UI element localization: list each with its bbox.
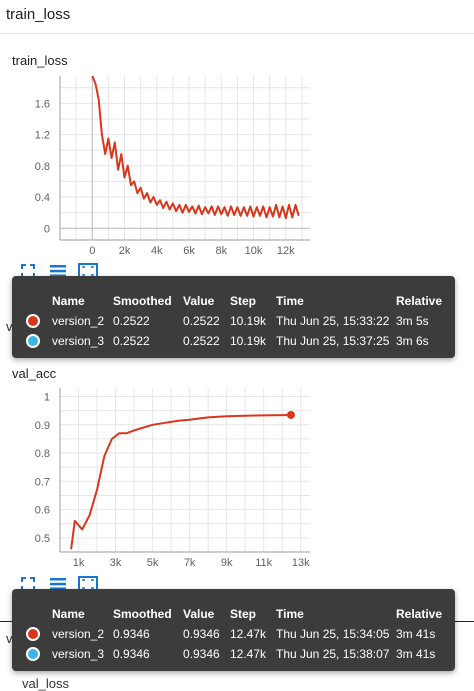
tooltip-header-row: Name Smoothed Value Step Time Relative — [12, 605, 455, 625]
x-tick-label: 6k — [183, 245, 195, 257]
y-tick-label: 0.9 — [35, 420, 50, 432]
tooltip-step: 12.47k — [230, 627, 267, 641]
tooltip-step: 12.47k — [230, 647, 267, 661]
tooltip-header-name: Name — [52, 607, 85, 621]
tooltip-time: Thu Jun 25, 15:34:05 — [276, 627, 390, 641]
tooltip-time: Thu Jun 25, 15:38:07 — [276, 647, 390, 661]
toggle-log-scale-icon[interactable] — [48, 576, 68, 592]
toggle-log-scale-icon[interactable] — [48, 263, 68, 279]
tooltip-relative: 3m 41s — [396, 627, 436, 641]
grid — [59, 388, 310, 553]
tooltip-smoothed: 0.9346 — [113, 647, 150, 661]
tooltip-smoothed: 0.2522 — [113, 334, 150, 348]
y-tick-label: 1.2 — [35, 130, 50, 142]
chart-title: val_acc — [12, 366, 57, 381]
tooltip-value: 0.2522 — [183, 334, 220, 348]
series-swatch-icon — [26, 334, 40, 348]
x-tick-label: 10k — [245, 245, 263, 257]
tooltip-header-smoothed: Smoothed — [113, 607, 172, 621]
tooltip-relative: 3m 5s — [396, 314, 429, 328]
tooltip-row: version_2 0.2522 0.2522 10.19k Thu Jun 2… — [12, 312, 455, 332]
y-tick-label: 0.8 — [35, 161, 50, 173]
tooltip-header-step: Step — [230, 294, 257, 308]
series-swatch-icon — [26, 647, 40, 661]
train-loss-chart[interactable]: 0 2k 4k 6k 8k 10k 12k 0 0.4 0.8 1.2 1.6 — [0, 70, 474, 260]
fullscreen-icon[interactable] — [18, 576, 38, 592]
hover-point — [286, 410, 295, 419]
tooltip-step: 10.19k — [230, 334, 267, 348]
y-tick-label: 0.7 — [35, 476, 50, 488]
y-tick-label: 1 — [44, 391, 50, 403]
tooltip-header-step: Step — [230, 607, 257, 621]
tooltip-smoothed: 0.2522 — [113, 314, 150, 328]
x-tick-label: 3k — [110, 557, 122, 569]
tooltip-header-name: Name — [52, 294, 85, 308]
tooltip-relative: 3m 6s — [396, 334, 429, 348]
tooltip-row: version_3 0.9346 0.9346 12.47k Thu Jun 2… — [12, 645, 455, 665]
x-tick-label: 9k — [221, 557, 233, 569]
x-tick-label: 2k — [119, 245, 131, 257]
tooltip-header-relative: Relative — [396, 294, 443, 308]
group-title: train_loss — [6, 6, 71, 23]
tooltip-value: 0.9346 — [183, 627, 220, 641]
tooltip-step: 10.19k — [230, 314, 267, 328]
y-tick-label: 0.4 — [35, 192, 50, 204]
y-tick-label: 0.8 — [35, 448, 50, 460]
group-header[interactable]: train_loss — [0, 0, 474, 34]
x-tick-label: 4k — [151, 245, 163, 257]
series-swatch-icon — [26, 314, 40, 328]
tooltip-row: version_3 0.2522 0.2522 10.19k Thu Jun 2… — [12, 332, 455, 352]
tooltip-row: version_2 0.9346 0.9346 12.47k Thu Jun 2… — [12, 625, 455, 645]
chart-title: train_loss — [12, 53, 68, 68]
val-acc-chart[interactable]: 1k 3k 5k 7k 9k 11k 13k 0.5 0.6 0.7 0.8 0.9 1 — [0, 382, 474, 574]
tooltip-time: Thu Jun 25, 15:37:25 — [276, 334, 390, 348]
chart-tooltip: Name Smoothed Value Step Time Relative v… — [12, 589, 455, 671]
tooltip-run-name: version_2 — [52, 314, 105, 328]
y-tick-label: 0 — [44, 223, 50, 235]
x-tick-label: 13k — [292, 557, 310, 569]
x-tick-label: 0 — [89, 245, 95, 257]
series-line — [91, 75, 300, 220]
series-line — [70, 414, 291, 550]
x-tick-label: 1k — [73, 557, 85, 569]
series-swatch-icon — [26, 627, 40, 641]
tooltip-header-time: Time — [276, 607, 304, 621]
tooltip-run-name: version_3 — [52, 334, 105, 348]
x-tick-label: 7k — [184, 557, 196, 569]
tooltip-run-name: version_3 — [52, 647, 105, 661]
fullscreen-icon[interactable] — [18, 263, 38, 279]
tooltip-run-name: version_2 — [52, 627, 105, 641]
tooltip-time: Thu Jun 25, 15:33:22 — [276, 314, 390, 328]
x-tick-label: 5k — [147, 557, 159, 569]
tooltip-header-smoothed: Smoothed — [113, 294, 172, 308]
tooltip-header-time: Time — [276, 294, 304, 308]
x-tick-label: 12k — [277, 245, 295, 257]
tooltip-value: 0.9346 — [183, 647, 220, 661]
tooltip-relative: 3m 41s — [396, 647, 436, 661]
tooltip-header-relative: Relative — [396, 607, 443, 621]
tooltip-header-value: Value — [183, 294, 215, 308]
x-tick-label: 11k — [255, 557, 272, 569]
y-tick-label: 0.5 — [35, 533, 50, 545]
tooltip-smoothed: 0.9346 — [113, 627, 150, 641]
chart-tooltip: Name Smoothed Value Step Time Relative v… — [12, 276, 455, 358]
x-tick-label: 8k — [215, 245, 227, 257]
tooltip-header-value: Value — [183, 607, 215, 621]
tooltip-value: 0.2522 — [183, 314, 220, 328]
tooltip-header-row: Name Smoothed Value Step Time Relative — [12, 292, 455, 312]
grid — [59, 76, 310, 240]
y-tick-label: 1.6 — [35, 98, 50, 110]
y-tick-label: 0.6 — [35, 505, 50, 517]
